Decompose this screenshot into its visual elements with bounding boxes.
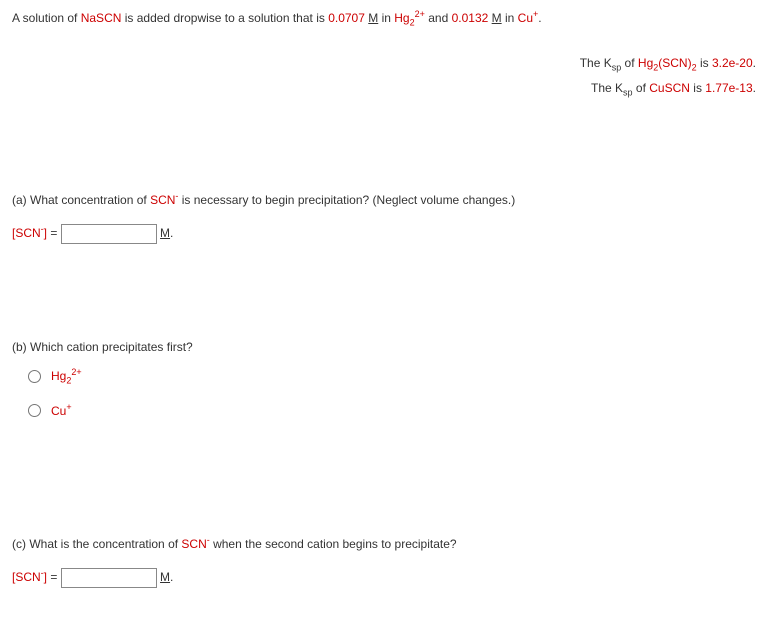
text: and [425, 11, 452, 25]
scn-conc-input-a[interactable] [61, 224, 157, 244]
intro-text: A solution of NaSCN is added dropwise to… [12, 8, 756, 30]
part-b: (b) Which cation precipitates first? Hg2… [12, 338, 756, 421]
chem-cuplus: Cu+ [518, 11, 539, 25]
radio-cuplus[interactable] [28, 404, 41, 417]
text: in [378, 11, 394, 25]
molar-unit: M [492, 11, 502, 25]
molar-unit: M [368, 11, 378, 25]
part-a: (a) What concentration of SCN- is necess… [12, 190, 756, 244]
conc-cu: 0.0132 [452, 11, 489, 25]
part-a-question: (a) What concentration of SCN- is necess… [12, 190, 756, 209]
radio-hg22-label: Hg22+ [51, 366, 82, 388]
part-c-question: (c) What is the concentration of SCN- wh… [12, 534, 756, 553]
part-a-answer: [SCN-] = M. [12, 223, 756, 244]
molar-unit: M [160, 570, 170, 584]
ksp-constants: The Ksp of Hg2(SCN)2 is 3.2e-20. The Ksp… [12, 54, 756, 100]
radio-cuplus-label: Cu+ [51, 401, 72, 420]
part-c-answer: [SCN-] = M. [12, 567, 756, 588]
part-b-question: (b) Which cation precipitates first? [12, 338, 756, 356]
radio-hg22[interactable] [28, 370, 41, 383]
chem-hg22: Hg22+ [394, 11, 425, 25]
chem-nascn: NaSCN [81, 11, 122, 25]
text: is added dropwise to a solution that is [121, 11, 328, 25]
part-c: (c) What is the concentration of SCN- wh… [12, 534, 756, 588]
scn-conc-input-c[interactable] [61, 568, 157, 588]
cation-radio-group: Hg22+ Cu+ [28, 366, 756, 421]
ksp-cuscn: The Ksp of CuSCN is 1.77e-13. [12, 79, 756, 100]
molar-unit: M [160, 226, 170, 240]
conc-hg: 0.0707 [328, 11, 365, 25]
text: A solution of [12, 11, 81, 25]
text: in [502, 11, 518, 25]
text: . [538, 11, 541, 25]
ksp-hg2scn2: The Ksp of Hg2(SCN)2 is 3.2e-20. [12, 54, 756, 75]
